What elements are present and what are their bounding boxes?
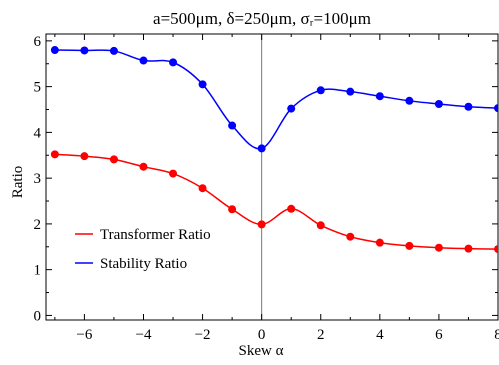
x-tick-label: 6 — [435, 327, 443, 343]
data-point — [434, 100, 443, 109]
data-point — [80, 46, 89, 55]
data-point — [494, 104, 498, 113]
data-point — [139, 56, 148, 65]
data-point — [375, 92, 384, 101]
data-point — [50, 46, 59, 55]
data-point — [80, 152, 89, 161]
data-point — [228, 121, 237, 130]
y-tick-label: 3 — [34, 171, 42, 187]
data-point — [109, 46, 118, 55]
data-point — [50, 150, 59, 159]
data-point — [287, 104, 296, 113]
y-axis-title: Ratio — [10, 166, 26, 199]
series-line — [54, 153, 498, 250]
data-point — [464, 244, 473, 253]
y-tick-label: 2 — [34, 217, 42, 233]
data-point — [139, 162, 148, 171]
data-point — [228, 205, 237, 214]
x-tick-label: 8 — [494, 327, 499, 343]
data-point — [464, 102, 473, 111]
data-point — [346, 232, 355, 241]
x-tick-label: −6 — [76, 327, 92, 343]
series-1 — [50, 46, 498, 153]
series-line — [54, 49, 498, 150]
data-point — [316, 221, 325, 230]
data-point — [405, 241, 414, 250]
data-point — [257, 144, 266, 153]
y-tick-label: 4 — [34, 125, 42, 141]
x-tick-label: 2 — [317, 327, 325, 343]
data-point — [316, 86, 325, 95]
data-point — [198, 80, 207, 89]
x-axis: −6 −4 −2 0 2 4 6 8 — [54, 34, 499, 343]
legend-label: Stability Ratio — [100, 256, 187, 272]
y-axis: 0 1 2 3 4 5 6 — [34, 34, 498, 324]
legend-label: Transformer Ratio — [100, 227, 211, 243]
legend: Transformer Ratio Stability Ratio — [75, 227, 211, 272]
data-point — [346, 87, 355, 96]
y-tick-label: 1 — [34, 263, 42, 279]
y-tick-label: 5 — [34, 80, 42, 96]
series-layer — [50, 46, 498, 254]
series-0 — [50, 150, 498, 254]
data-point — [169, 169, 178, 178]
plot-area — [45, 33, 499, 321]
data-point — [198, 184, 207, 193]
x-tick-label: 4 — [376, 327, 384, 343]
data-point — [287, 204, 296, 213]
x-tick-label: −4 — [136, 327, 152, 343]
x-tick-label: −2 — [195, 327, 211, 343]
x-tick-label: 0 — [258, 327, 266, 343]
data-point — [494, 245, 498, 254]
y-tick-label: 6 — [34, 34, 42, 50]
x-axis-title: Skew α — [239, 343, 284, 359]
data-point — [169, 58, 178, 67]
data-point — [375, 238, 384, 247]
plot-frame — [45, 33, 499, 321]
data-point — [109, 155, 118, 164]
y-tick-label: 0 — [34, 308, 42, 324]
data-point — [434, 243, 443, 252]
data-point — [405, 96, 414, 105]
data-point — [257, 220, 266, 229]
chart-title: a=500μm, δ=250μm, σᵣ=100μm — [153, 9, 371, 28]
